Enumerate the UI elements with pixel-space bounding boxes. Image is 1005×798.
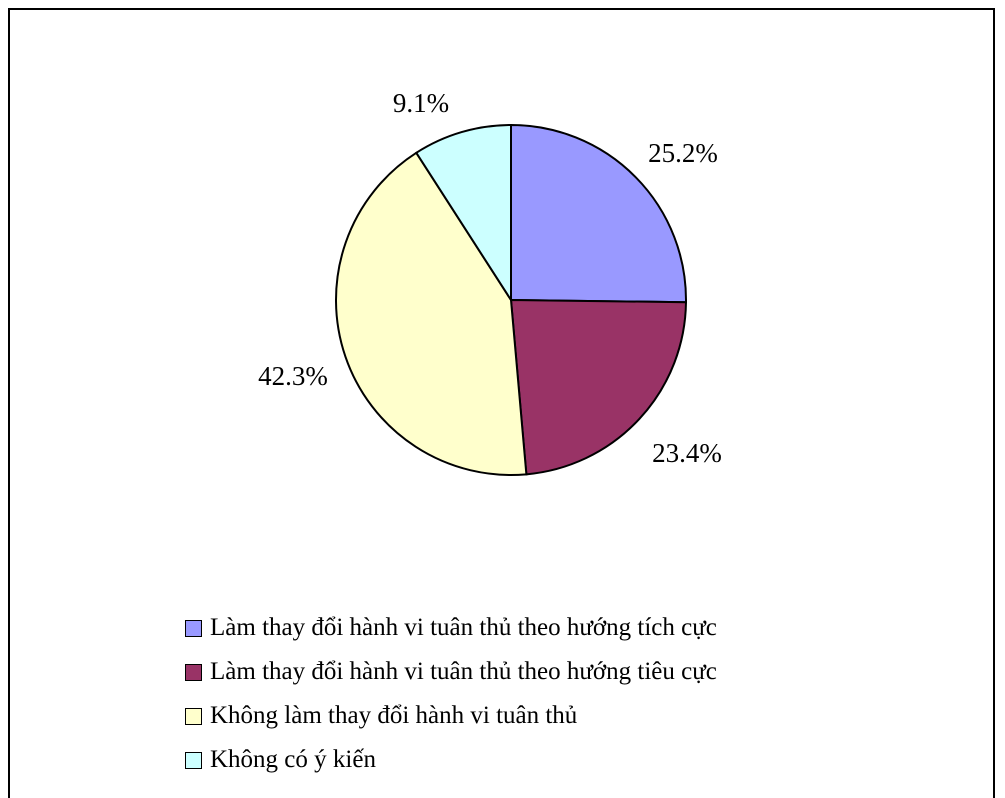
legend-swatch bbox=[185, 707, 202, 725]
pie-slice bbox=[510, 123, 687, 304]
legend-label: Làm thay đổi hành vi tuân thủ theo hướng… bbox=[210, 658, 717, 685]
pie-slice bbox=[335, 151, 528, 476]
legend-item: Làm thay đổi hành vi tuân thủ theo hướng… bbox=[185, 606, 717, 650]
slice-percent-label: 9.1% bbox=[393, 88, 449, 118]
legend-label: Không làm thay đổi hành vi tuân thủ bbox=[210, 702, 578, 729]
legend-item: Làm thay đổi hành vi tuân thủ theo hướng… bbox=[185, 650, 717, 694]
legend-item: Không làm thay đổi hành vi tuân thủ bbox=[185, 694, 717, 738]
slice-percent-label: 23.4% bbox=[652, 438, 722, 468]
legend-swatch bbox=[185, 663, 202, 681]
legend-swatch bbox=[185, 751, 202, 769]
pie-slice bbox=[414, 123, 512, 304]
slice-percent-label: 42.3% bbox=[258, 361, 328, 391]
legend-label: Làm thay đổi hành vi tuân thủ theo hướng… bbox=[210, 614, 717, 641]
legend-swatch bbox=[185, 619, 202, 637]
slice-percent-label: 25.2% bbox=[648, 138, 718, 168]
legend: Làm thay đổi hành vi tuân thủ theo hướng… bbox=[185, 606, 717, 782]
legend-label: Không có ý kiến bbox=[210, 746, 376, 773]
pie-slice bbox=[509, 298, 687, 476]
legend-item: Không có ý kiến bbox=[185, 738, 717, 782]
